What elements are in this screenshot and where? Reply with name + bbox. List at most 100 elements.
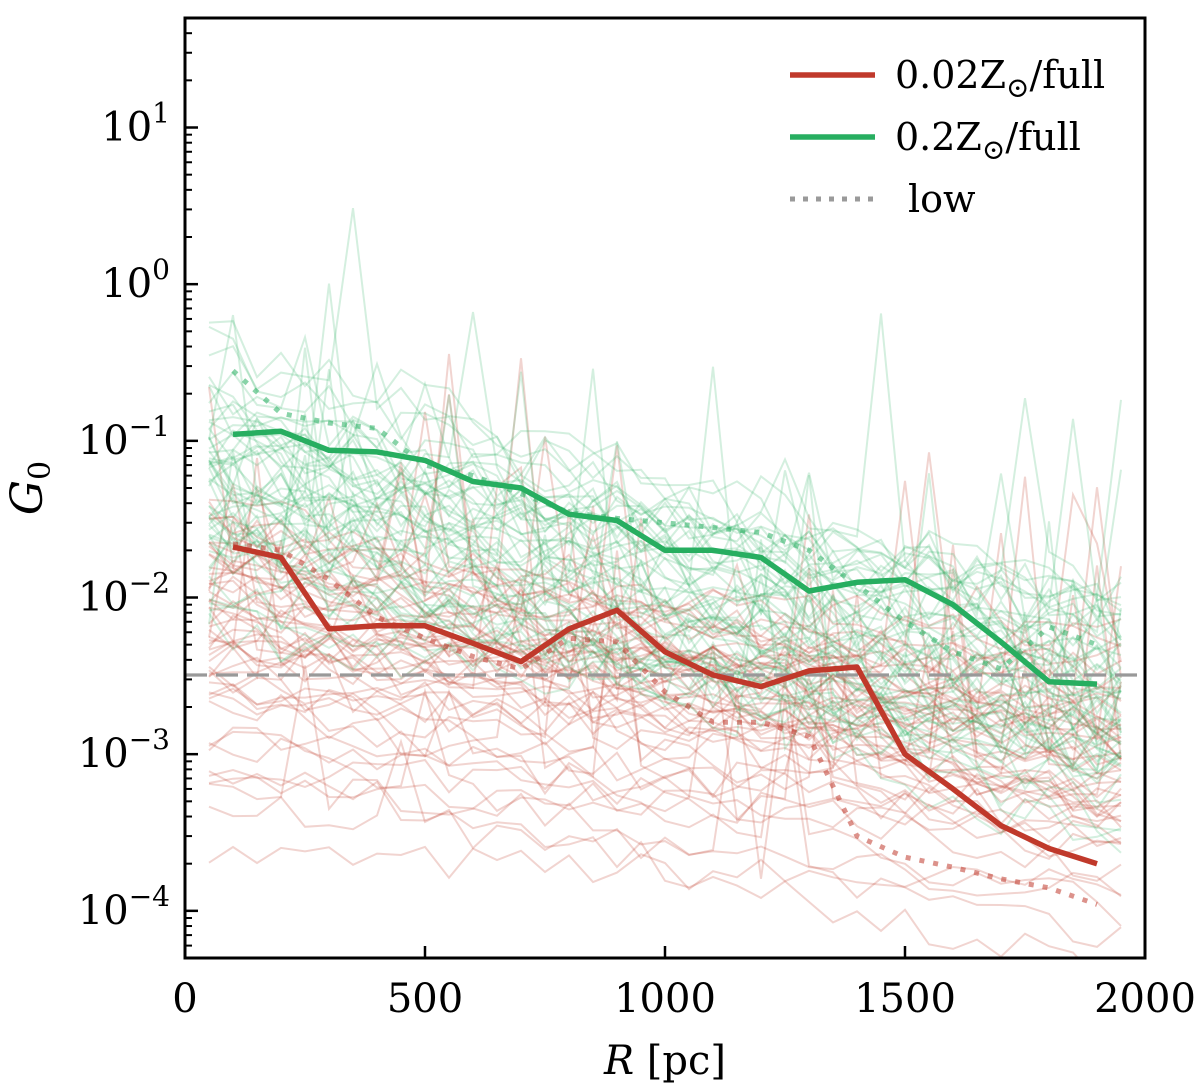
background-run-trace — [208, 429, 1122, 690]
background-run-trace — [208, 845, 1122, 896]
background-run-trace — [208, 516, 1122, 757]
background-run-trace — [208, 468, 1122, 740]
background-run-trace — [208, 416, 1122, 733]
background-run-trace — [208, 465, 1122, 801]
background-run-trace — [208, 590, 1122, 741]
background-run-trace — [208, 630, 1122, 793]
background-run-trace — [208, 416, 1122, 662]
background-run-trace — [208, 462, 1122, 769]
legend-label-red-full: 0.02Z⊙/full — [895, 53, 1105, 104]
background-run-trace — [208, 567, 1122, 826]
background-run-trace — [208, 600, 1122, 703]
background-run-trace — [208, 536, 1122, 780]
background-run-trace — [208, 371, 1122, 700]
background-run-trace — [208, 515, 1122, 701]
background-runs — [208, 207, 1122, 958]
x-tick-label: 1000 — [614, 976, 716, 1022]
background-run-trace — [208, 681, 1122, 882]
y-tick-label: 101 — [101, 97, 170, 151]
x-tick-label: 0 — [172, 976, 197, 1022]
background-run-trace — [208, 568, 1122, 763]
background-run-trace — [208, 485, 1122, 743]
background-run-trace — [208, 333, 1122, 693]
series-line-red-full — [232, 544, 1098, 867]
background-run-trace — [208, 436, 1122, 780]
y-tick-label: 10−1 — [78, 410, 170, 464]
x-tick-label: 2000 — [1094, 976, 1196, 1022]
background-run-trace — [208, 469, 1122, 634]
y-tick-label: 10−3 — [78, 723, 170, 777]
background-run-trace — [208, 509, 1122, 818]
x-axis: 0 500 1000 1500 2000 — [172, 946, 1196, 1022]
background-run-trace — [208, 461, 1122, 734]
background-run-trace — [208, 770, 1080, 958]
background-run-trace — [208, 480, 1122, 746]
series-line-green-full — [232, 428, 1098, 687]
background-run-trace — [208, 472, 1122, 763]
background-run-trace — [208, 399, 1122, 624]
background-run-trace — [208, 400, 1122, 641]
background-run-trace — [208, 433, 1122, 730]
background-run-trace — [208, 690, 1122, 948]
background-run-trace — [208, 618, 1122, 767]
y-axis: 10−4 10−3 10−2 10−1 100 101 — [78, 17, 198, 959]
x-axis-label: R [pc] — [603, 1038, 726, 1084]
background-run-trace — [208, 446, 1122, 607]
plot-background — [185, 18, 1145, 958]
background-run-trace — [208, 207, 1122, 641]
background-run-trace — [208, 595, 1122, 762]
y-axis-label: G0 — [2, 461, 58, 515]
background-run-trace — [208, 521, 1122, 757]
x-tick-label: 1500 — [854, 976, 956, 1022]
background-run-trace — [208, 368, 1122, 709]
background-run-trace — [208, 369, 1122, 832]
background-run-trace — [208, 455, 1122, 811]
background-run-trace — [208, 641, 1122, 731]
background-run-trace — [208, 687, 1122, 844]
background-run-trace — [208, 445, 1122, 678]
background-run-trace — [208, 518, 1122, 823]
background-run-trace — [208, 370, 1122, 622]
y-tick-label: 10−4 — [78, 880, 170, 934]
background-run-trace — [208, 386, 1122, 828]
background-run-trace — [208, 605, 1122, 823]
background-run-trace — [208, 515, 1122, 772]
background-run-trace — [208, 495, 1122, 744]
background-run-trace — [208, 473, 1122, 716]
background-run-trace — [208, 403, 1122, 694]
background-run-trace — [208, 540, 1122, 775]
background-run-trace — [208, 394, 1122, 699]
background-run-trace — [208, 394, 1122, 697]
background-run-trace — [208, 450, 1122, 734]
background-run-trace — [208, 449, 1122, 648]
background-run-trace — [208, 525, 1122, 683]
background-run-trace — [208, 384, 1122, 610]
y-tick-label: 10−2 — [78, 567, 170, 621]
background-run-trace — [208, 594, 1122, 811]
background-run-trace — [208, 353, 1122, 647]
background-run-trace — [208, 676, 1122, 927]
background-run-trace — [208, 443, 1122, 629]
background-run-trace — [208, 511, 1122, 771]
background-run-trace — [208, 738, 1122, 898]
background-run-trace — [208, 683, 1122, 812]
background-run-trace — [208, 483, 1122, 818]
background-run-trace — [208, 444, 1122, 716]
background-run-trace — [208, 516, 1122, 841]
background-run-trace — [208, 575, 1122, 780]
y-tick-label: 100 — [101, 253, 170, 307]
background-run-trace — [208, 311, 1122, 616]
legend-label-green-full: 0.2Z⊙/full — [895, 115, 1081, 166]
series-line-red-low — [232, 541, 1098, 907]
background-run-trace — [208, 590, 1122, 845]
background-run-trace — [208, 358, 1122, 651]
legend: 0.02Z⊙/full 0.2Z⊙/full low — [790, 53, 1105, 221]
background-run-trace — [208, 476, 1122, 731]
background-run-trace — [208, 366, 1122, 731]
x-tick-label: 500 — [387, 976, 463, 1022]
background-run-trace — [208, 550, 1122, 804]
background-run-trace — [208, 532, 1122, 772]
series-layer — [231, 368, 1098, 907]
background-run-trace — [208, 737, 1122, 861]
